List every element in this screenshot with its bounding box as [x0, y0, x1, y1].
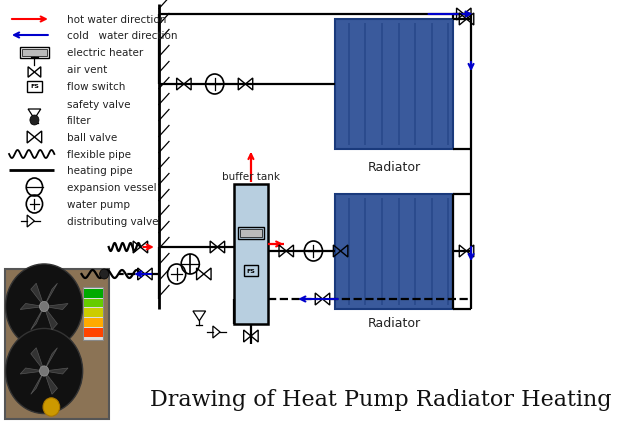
Text: safety valve: safety valve: [67, 100, 131, 110]
Polygon shape: [31, 348, 44, 371]
Bar: [84, 299, 102, 308]
Circle shape: [6, 329, 83, 414]
Bar: [84, 328, 102, 337]
Circle shape: [40, 302, 49, 312]
Polygon shape: [31, 307, 44, 330]
Bar: [234, 184, 268, 324]
Bar: [238, 227, 264, 239]
Bar: [335, 195, 453, 309]
Text: hot water direction: hot water direction: [67, 15, 166, 25]
Circle shape: [30, 116, 39, 126]
Text: heating pipe: heating pipe: [67, 166, 132, 176]
Text: air vent: air vent: [67, 65, 108, 75]
Polygon shape: [44, 284, 58, 307]
Circle shape: [43, 398, 60, 416]
Text: expansion vessel: expansion vessel: [67, 183, 157, 193]
Text: Drawing of Heat Pump Radiator Heating: Drawing of Heat Pump Radiator Heating: [150, 388, 611, 410]
Bar: [22, 49, 47, 56]
Text: electric heater: electric heater: [67, 48, 143, 58]
Bar: [84, 318, 102, 327]
Bar: [84, 309, 102, 317]
Text: FS: FS: [30, 84, 39, 89]
Text: cold   water direction: cold water direction: [67, 31, 177, 41]
Bar: [4, 269, 109, 419]
Circle shape: [40, 366, 49, 376]
Polygon shape: [44, 371, 58, 394]
Bar: [244, 266, 258, 276]
Polygon shape: [44, 304, 68, 310]
Polygon shape: [20, 304, 44, 310]
Bar: [240, 230, 262, 237]
Text: FS: FS: [246, 269, 255, 273]
Text: Radiator: Radiator: [367, 161, 420, 174]
Polygon shape: [20, 368, 44, 374]
Circle shape: [100, 269, 109, 279]
Text: flexible pipe: flexible pipe: [67, 150, 131, 160]
Text: flow switch: flow switch: [67, 82, 125, 92]
Text: Radiator: Radiator: [367, 317, 420, 330]
Circle shape: [6, 264, 83, 349]
Bar: [27, 81, 42, 92]
Text: distributing valve: distributing valve: [67, 216, 159, 227]
Bar: [20, 47, 49, 58]
Polygon shape: [31, 371, 44, 394]
Polygon shape: [44, 307, 58, 330]
Polygon shape: [31, 284, 44, 307]
Polygon shape: [44, 348, 58, 371]
Text: water pump: water pump: [67, 199, 130, 210]
Bar: [83, 287, 104, 340]
Text: ball valve: ball valve: [67, 132, 117, 143]
Polygon shape: [44, 368, 68, 374]
Text: buffer tank: buffer tank: [222, 172, 280, 181]
Text: filter: filter: [67, 116, 92, 126]
Bar: [84, 289, 102, 298]
Bar: [335, 20, 453, 150]
